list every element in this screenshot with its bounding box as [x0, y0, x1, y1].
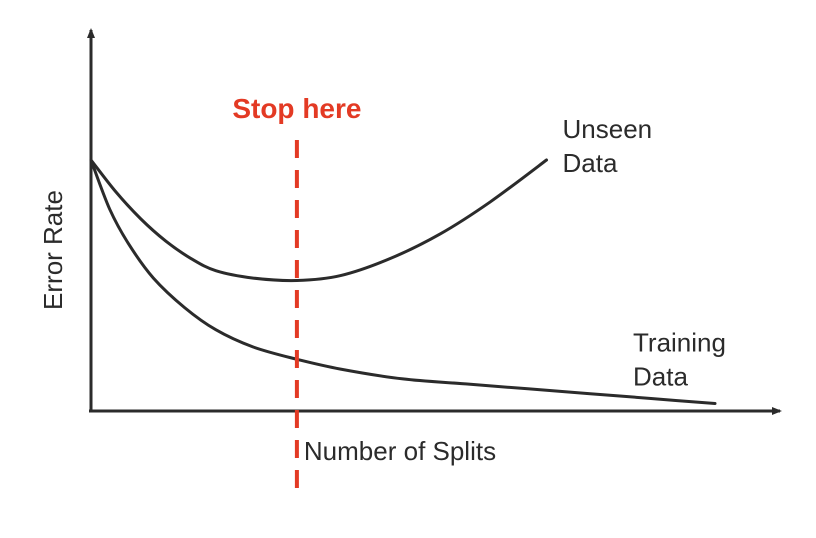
- series-label-training-data: Training Data: [633, 328, 726, 392]
- series-line-training-data: [89, 158, 717, 405]
- series-line-unseen-data: [89, 158, 548, 283]
- series-label-unseen-data: Unseen Data: [563, 114, 653, 178]
- x-axis-label: Number of Splits: [304, 436, 496, 466]
- y-axis-label: Error Rate: [38, 190, 68, 310]
- stop-here-label: Stop here: [232, 93, 361, 124]
